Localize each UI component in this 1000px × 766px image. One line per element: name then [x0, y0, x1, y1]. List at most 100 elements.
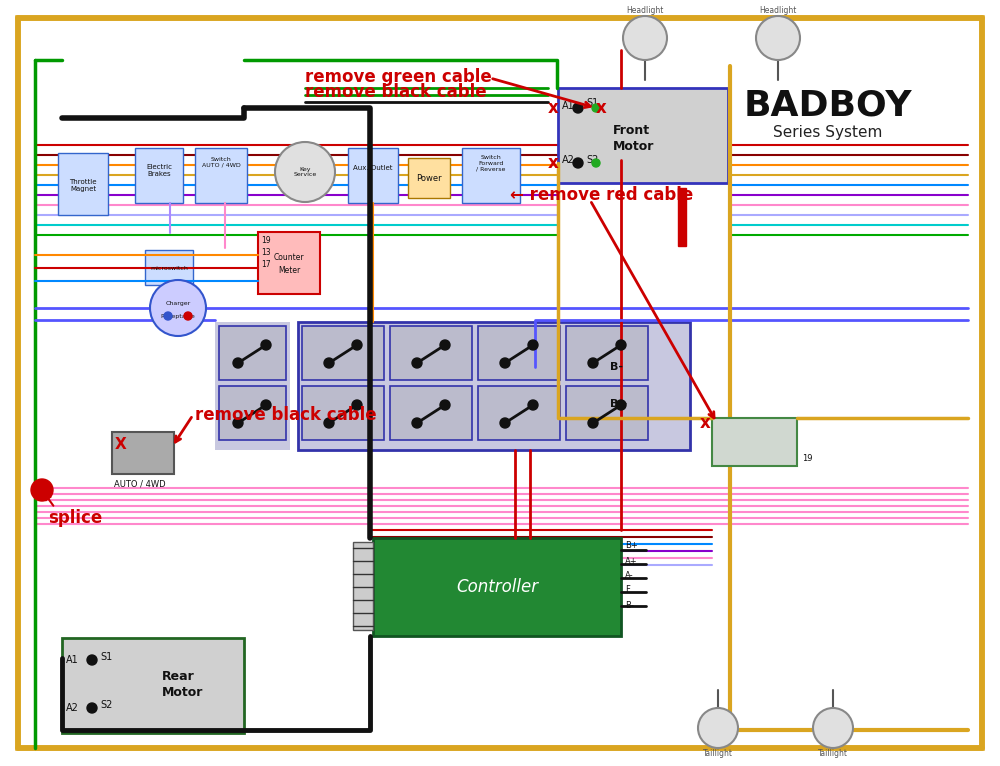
Circle shape — [87, 703, 97, 713]
Circle shape — [87, 655, 97, 665]
Circle shape — [352, 340, 362, 350]
Text: B-: B- — [610, 362, 623, 372]
Circle shape — [573, 158, 583, 168]
Text: Key
Service: Key Service — [293, 166, 317, 178]
Circle shape — [813, 708, 853, 748]
Circle shape — [698, 708, 738, 748]
Text: x: x — [548, 99, 559, 117]
Text: A1: A1 — [562, 101, 575, 111]
Text: B-: B- — [625, 601, 634, 610]
Circle shape — [616, 400, 626, 410]
Text: Switch
Forward
/ Reverse: Switch Forward / Reverse — [476, 155, 506, 172]
Circle shape — [324, 418, 334, 428]
Circle shape — [233, 418, 243, 428]
Text: 19: 19 — [261, 235, 271, 244]
Text: Meter: Meter — [278, 266, 300, 274]
Circle shape — [588, 358, 598, 368]
Text: B+: B+ — [625, 542, 638, 551]
Bar — [302, 326, 384, 380]
Circle shape — [31, 479, 53, 501]
Text: x: x — [700, 414, 711, 432]
Circle shape — [756, 16, 800, 60]
Bar — [462, 148, 520, 203]
Text: F: F — [625, 585, 630, 594]
Bar — [195, 148, 247, 203]
Circle shape — [412, 418, 422, 428]
Bar — [258, 232, 320, 294]
Text: splice: splice — [48, 509, 102, 527]
Text: 19: 19 — [802, 453, 812, 463]
Circle shape — [528, 340, 538, 350]
Text: A2: A2 — [66, 703, 79, 713]
Text: remove black cable: remove black cable — [195, 406, 377, 424]
Text: S1: S1 — [586, 98, 598, 108]
Circle shape — [261, 340, 271, 350]
Bar — [298, 322, 690, 450]
Text: remove black cable: remove black cable — [305, 83, 487, 101]
Text: S1: S1 — [100, 652, 112, 662]
Text: Controller: Controller — [456, 578, 538, 596]
Text: A-: A- — [625, 571, 634, 580]
Text: 13: 13 — [261, 247, 271, 257]
Circle shape — [324, 358, 334, 368]
Bar — [302, 386, 384, 440]
Text: Headlight: Headlight — [626, 5, 664, 15]
Text: X: X — [115, 437, 127, 451]
Text: Series System: Series System — [773, 125, 883, 139]
Bar — [62, 638, 244, 733]
Text: S2: S2 — [586, 155, 598, 165]
Circle shape — [588, 418, 598, 428]
Circle shape — [164, 312, 172, 320]
Circle shape — [592, 104, 600, 112]
Bar — [678, 188, 686, 246]
Text: Front: Front — [613, 123, 650, 136]
Circle shape — [623, 16, 667, 60]
Text: Counter: Counter — [274, 253, 304, 261]
Bar — [373, 538, 621, 636]
Text: Taillight: Taillight — [818, 749, 848, 758]
Bar — [219, 386, 286, 440]
Bar — [478, 386, 560, 440]
Text: S2: S2 — [100, 700, 112, 710]
Text: x: x — [548, 154, 559, 172]
Circle shape — [440, 340, 450, 350]
Text: Headlight: Headlight — [759, 5, 797, 15]
Text: A2: A2 — [562, 155, 575, 165]
Text: 17: 17 — [261, 260, 271, 269]
Bar — [712, 418, 797, 466]
Bar — [219, 326, 286, 380]
Bar — [112, 432, 174, 474]
Bar — [390, 386, 472, 440]
Text: Motor: Motor — [162, 686, 203, 699]
Text: Aux. Outlet: Aux. Outlet — [353, 165, 393, 171]
Circle shape — [573, 103, 583, 113]
Text: Throttle
Magnet: Throttle Magnet — [69, 178, 97, 192]
Text: Rear: Rear — [162, 669, 195, 683]
Circle shape — [500, 418, 510, 428]
Circle shape — [184, 312, 192, 320]
Bar — [215, 322, 290, 450]
Circle shape — [352, 400, 362, 410]
Text: AUTO / 4WD: AUTO / 4WD — [114, 480, 166, 489]
Text: BADBOY: BADBOY — [744, 88, 912, 122]
Text: A1: A1 — [66, 655, 79, 665]
Text: Electric
Brakes: Electric Brakes — [146, 163, 172, 176]
Circle shape — [528, 400, 538, 410]
Circle shape — [261, 400, 271, 410]
Text: Charger: Charger — [165, 300, 191, 306]
Bar — [390, 326, 472, 380]
Text: Motor: Motor — [613, 139, 654, 152]
Bar — [408, 158, 450, 198]
Circle shape — [500, 358, 510, 368]
Circle shape — [412, 358, 422, 368]
Text: Power: Power — [416, 174, 442, 182]
Text: remove green cable: remove green cable — [305, 68, 492, 86]
Circle shape — [233, 358, 243, 368]
Bar — [348, 148, 398, 203]
Text: microswitch: microswitch — [150, 266, 188, 270]
Bar — [353, 542, 373, 630]
Bar — [566, 386, 648, 440]
Bar — [145, 250, 193, 285]
Text: x: x — [596, 99, 607, 117]
Circle shape — [616, 340, 626, 350]
